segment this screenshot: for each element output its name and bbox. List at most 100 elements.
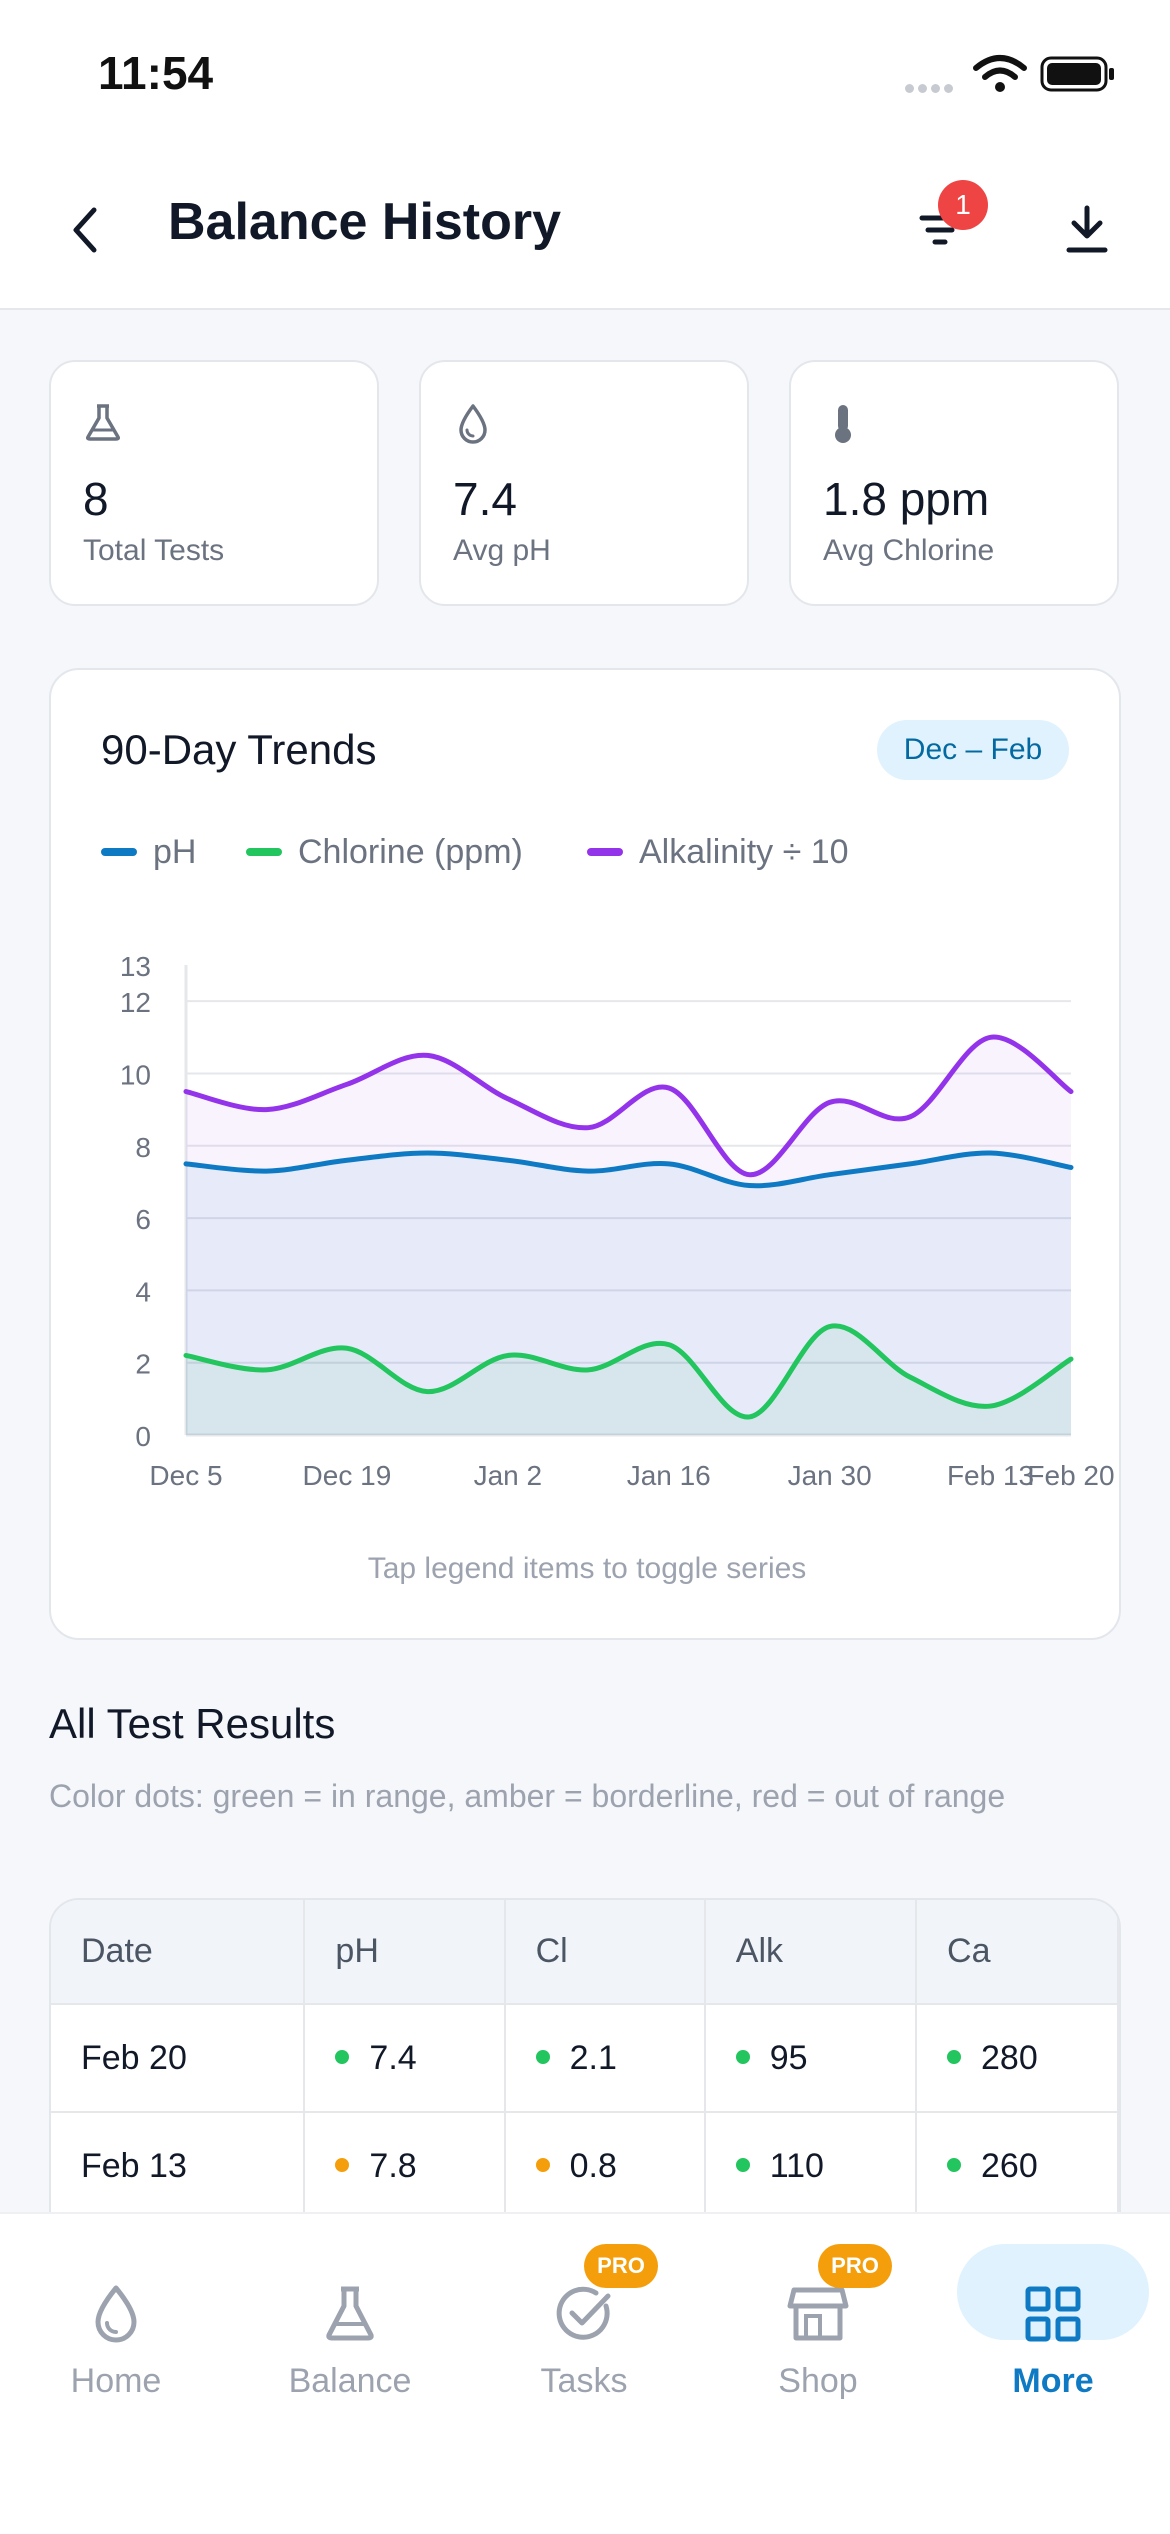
legend-item-chlorine[interactable]: Chlorine (ppm) bbox=[246, 830, 523, 874]
tab-balance[interactable]: Balance bbox=[250, 2244, 450, 2404]
results-subtitle: Color dots: green = in range, amber = bo… bbox=[49, 1778, 1006, 1814]
cell-date: Feb 20 bbox=[51, 2004, 306, 2113]
cell-ph: 7.8 bbox=[304, 2112, 506, 2221]
x-tick-label: Feb 20 bbox=[1027, 1460, 1114, 1491]
tab-more[interactable]: More bbox=[953, 2244, 1153, 2404]
legend-swatch bbox=[246, 848, 282, 856]
status-dot bbox=[947, 2157, 962, 2172]
x-tick-label: Dec 5 bbox=[149, 1460, 222, 1491]
y-tick-label: 0 bbox=[135, 1421, 151, 1452]
column-header-ca[interactable]: Ca bbox=[916, 1900, 1119, 2005]
cell-alk: 95 bbox=[704, 2004, 918, 2113]
stat-value: 7.4 bbox=[453, 473, 517, 525]
cell-value: 260 bbox=[981, 2146, 1038, 2185]
column-header-cl[interactable]: Cl bbox=[504, 1900, 706, 2005]
bottom-tab-bar: Home Balance Tasks PRO Shop bbox=[0, 2212, 1170, 2534]
stat-value: 1.8 ppm bbox=[823, 473, 990, 525]
page-title: Balance History bbox=[168, 193, 562, 251]
legend-label: Alkalinity ÷ 10 bbox=[639, 832, 849, 871]
flask-icon bbox=[86, 404, 120, 441]
battery-icon bbox=[1040, 56, 1114, 92]
trends-chart-card: 90-Day Trends Dec – Feb pH Chlorine (ppm… bbox=[49, 668, 1121, 1640]
status-dot bbox=[335, 2049, 350, 2064]
cell-value: 2.1 bbox=[569, 2038, 617, 2077]
status-dot bbox=[735, 2049, 750, 2064]
stat-label: Total Tests bbox=[83, 534, 225, 567]
legend-swatch bbox=[101, 848, 137, 856]
x-tick-label: Jan 2 bbox=[474, 1460, 543, 1491]
tab-label: More bbox=[1012, 2362, 1094, 2400]
cell-value: 7.4 bbox=[369, 2038, 417, 2077]
tab-label: Shop bbox=[778, 2362, 858, 2400]
table-row[interactable]: Feb 13 7.8 0.8 110 260 bbox=[51, 2112, 1119, 2221]
table-row[interactable]: Feb 20 7.4 2.1 95 280 bbox=[51, 2004, 1119, 2113]
results-table: Date pH Cl Alk Ca Feb 20 7.4 2.1 95 280 … bbox=[51, 1900, 1119, 2221]
cell-alk: 110 bbox=[704, 2112, 918, 2221]
status-dot bbox=[735, 2157, 750, 2172]
tab-tasks[interactable]: Tasks bbox=[484, 2244, 684, 2404]
cell-ph: 7.4 bbox=[304, 2004, 506, 2113]
active-tab-highlight bbox=[957, 2244, 1149, 2340]
droplet-icon bbox=[459, 404, 487, 444]
x-tick-label: Dec 19 bbox=[303, 1460, 392, 1491]
legend-label: Chlorine (ppm) bbox=[298, 832, 523, 871]
cell-cl: 0.8 bbox=[504, 2112, 706, 2221]
cell-value: 0.8 bbox=[569, 2146, 617, 2185]
series-line-1 bbox=[183, 1323, 1074, 1420]
status-dot bbox=[535, 2157, 550, 2172]
chevron-left-icon bbox=[73, 207, 97, 253]
x-tick-label: Jan 16 bbox=[627, 1460, 711, 1491]
app-header: Balance History 1 bbox=[0, 150, 1170, 310]
tab-home[interactable]: Home bbox=[16, 2244, 216, 2404]
pro-badge: PRO bbox=[818, 2244, 892, 2288]
pro-badge: PRO bbox=[584, 2244, 658, 2288]
stat-card-avg-chlorine: 1.8 ppm Avg Chlorine bbox=[789, 360, 1119, 606]
x-tick-label: Jan 30 bbox=[788, 1460, 872, 1491]
thermometer-icon bbox=[835, 405, 851, 443]
y-tick-label: 13 bbox=[120, 951, 151, 982]
cellular-signal-icon bbox=[905, 80, 957, 93]
cell-date: Feb 13 bbox=[51, 2112, 306, 2221]
trend-line-chart: 0 2 4 6 8 10 12 13 Dec 5 Dec 19 Jan 2 Jan 16 Jan 30 F… bbox=[120, 951, 1115, 1491]
series-line-0 bbox=[183, 1150, 1074, 1189]
chart-title: 90-Day Trends bbox=[101, 726, 377, 773]
wifi-icon bbox=[973, 55, 1027, 92]
back-button[interactable] bbox=[56, 200, 116, 260]
legend-item-ph[interactable]: pH bbox=[101, 830, 196, 874]
status-dot bbox=[335, 2157, 350, 2172]
table-header-row: Date pH Cl Alk Ca bbox=[51, 1900, 1119, 2005]
check-circle-icon bbox=[556, 2286, 611, 2340]
y-tick-label: 8 bbox=[135, 1132, 151, 1163]
y-tick-label: 12 bbox=[120, 987, 151, 1018]
download-icon bbox=[1066, 205, 1108, 253]
store-icon bbox=[787, 2287, 849, 2341]
y-tick-label: 10 bbox=[120, 1059, 151, 1090]
series-line-2 bbox=[183, 1034, 1074, 1178]
y-tick-label: 6 bbox=[135, 1204, 151, 1235]
stat-card-avg-ph: 7.4 Avg pH bbox=[419, 360, 749, 606]
cell-cl: 2.1 bbox=[504, 2004, 706, 2113]
droplet-icon bbox=[95, 2285, 137, 2343]
status-dot bbox=[947, 2049, 962, 2064]
column-header-date[interactable]: Date bbox=[51, 1900, 306, 2005]
column-header-ph[interactable]: pH bbox=[304, 1900, 506, 2005]
stat-value: 8 bbox=[83, 473, 109, 525]
stat-card-total-tests: 8 Total Tests bbox=[49, 360, 379, 606]
stat-label: Avg pH bbox=[453, 534, 551, 567]
chart-hint: Tap legend items to toggle series bbox=[367, 1552, 807, 1585]
date-range-pill[interactable]: Dec – Feb bbox=[877, 720, 1069, 780]
tab-shop[interactable]: Shop bbox=[718, 2244, 918, 2404]
status-time: 11:54 bbox=[98, 47, 214, 99]
x-tick-label: Feb 13 bbox=[947, 1460, 1034, 1491]
cell-ca: 260 bbox=[916, 2112, 1119, 2221]
status-dot bbox=[535, 2049, 550, 2064]
y-tick-label: 2 bbox=[135, 1349, 151, 1380]
column-header-alk[interactable]: Alk bbox=[704, 1900, 918, 2005]
series-area-1 bbox=[186, 1325, 1071, 1435]
cell-value: 280 bbox=[981, 2038, 1038, 2077]
series-area-2 bbox=[186, 1037, 1071, 1435]
download-button[interactable] bbox=[1052, 195, 1122, 265]
legend-label: pH bbox=[153, 832, 197, 871]
legend-item-alkalinity[interactable]: Alkalinity ÷ 10 bbox=[587, 830, 849, 874]
legend-swatch bbox=[587, 848, 623, 856]
